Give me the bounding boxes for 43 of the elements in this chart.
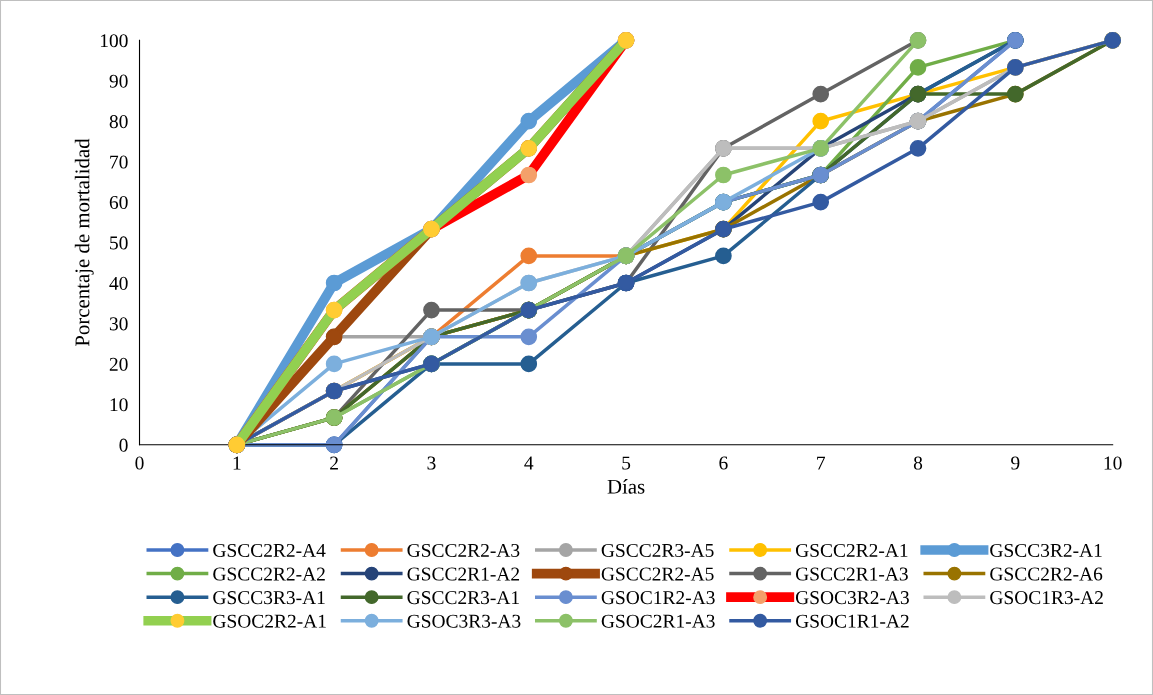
x-tick-label: 3 (427, 456, 436, 470)
legend-label: GSCC3R2-A1 (990, 543, 1102, 557)
y-tick-label: 100 (100, 34, 128, 48)
y-tick-label: 0 (119, 438, 128, 452)
x-tick-label: 4 (524, 456, 534, 470)
x-tick-label: 5 (622, 456, 631, 470)
legend-label: GSCC3R3-A1 (213, 591, 325, 605)
legend-label: GSOC1R2-A3 (601, 591, 715, 605)
y-tick-label: 70 (110, 155, 128, 169)
x-tick-label: 8 (913, 456, 923, 470)
x-tick-label: 9 (1011, 456, 1020, 470)
legend-label: GSCC2R2-A1 (795, 543, 908, 557)
y-tick-label: 80 (109, 115, 128, 129)
x-tick-label: 1 (233, 456, 241, 470)
x-tick-label: 6 (719, 456, 728, 470)
legend-label: GSOC2R1-A3 (601, 614, 715, 628)
y-tick-label: 30 (109, 317, 128, 331)
x-tick-label: 10 (1104, 456, 1122, 470)
y-tick-label: 20 (109, 357, 128, 371)
y-tick-label: 10 (110, 398, 128, 412)
legend-label: GSCC2R2-A3 (407, 543, 520, 557)
legend-label: GSCC2R1-A3 (795, 567, 908, 581)
y-tick-label: 40 (109, 276, 128, 290)
legend-label: GSOC1R3-A2 (990, 591, 1103, 605)
y-tick-label: 90 (109, 74, 128, 88)
legend-label: GSCC2R2-A6 (990, 567, 1103, 581)
y-axis-title: Porcentaje de mortalidad (74, 138, 94, 347)
legend-label: GSCC2R3-A1 (407, 591, 519, 605)
x-tick-label: 2 (330, 456, 338, 470)
legend-label: GSCC2R2-A2 (213, 567, 325, 581)
legend-label: GSCC2R3-A5 (601, 543, 714, 557)
legend-label: GSCC2R2-A4 (213, 543, 326, 557)
x-tick-label: 7 (817, 456, 826, 470)
legend-label: GSOC3R3-A3 (407, 614, 521, 628)
legend-label: GSOC2R2-A1 (213, 614, 326, 628)
legend-label: GSCC2R2-A5 (601, 567, 714, 581)
legend-label: GSCC2R1-A2 (407, 567, 520, 581)
y-tick-label: 60 (109, 195, 128, 210)
legend-label: GSOC1R1-A2 (795, 614, 909, 628)
legend-label: GSOC3R2-A3 (795, 591, 909, 605)
x-tick-label: 0 (135, 456, 144, 470)
x-axis-title: Días (607, 479, 645, 494)
y-tick-label: 50 (110, 236, 128, 250)
